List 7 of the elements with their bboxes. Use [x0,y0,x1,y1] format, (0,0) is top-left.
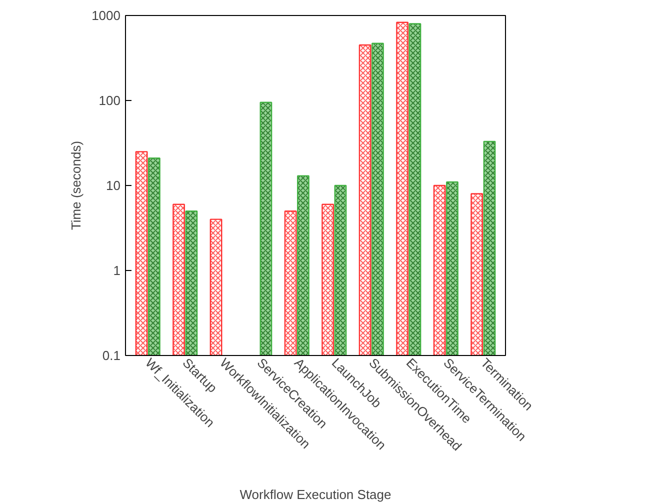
y-tick-label: 10 [106,178,121,193]
y-tick-label: 1000 [92,8,120,23]
x-axis-title: Workflow Execution Stage [240,486,392,502]
y-tick-label: 1 [113,263,121,278]
y-tick-label: 100 [98,93,121,108]
y-axis-title: Time (seconds) [68,140,84,230]
y-tick-label: 0.1 [102,348,121,363]
